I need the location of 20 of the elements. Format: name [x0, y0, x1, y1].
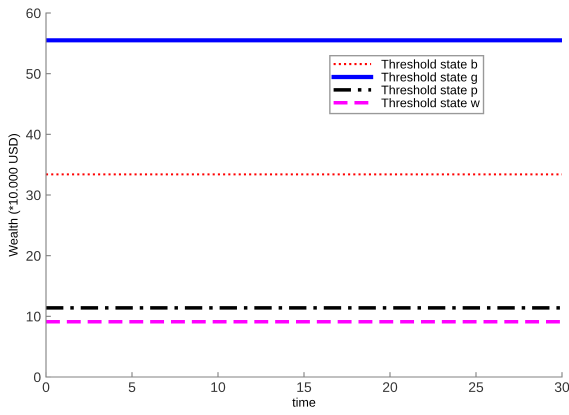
legend-label: Threshold state g — [381, 72, 477, 84]
x-axis-title: time — [292, 398, 316, 407]
y-tick-label: 30 — [26, 190, 41, 200]
legend-label: Threshold state p — [381, 85, 478, 97]
x-tick-label: 15 — [297, 382, 312, 392]
legend-label: Threshold state b — [381, 59, 478, 69]
y-tick-label: 0 — [34, 372, 41, 382]
x-tick-label: 30 — [554, 382, 569, 392]
legend-label: Threshold state w — [381, 98, 480, 108]
x-tick-label: 10 — [211, 382, 226, 392]
y-tick-label: 50 — [26, 69, 41, 79]
y-axis-title: Wealth (*10.000 USD) — [8, 134, 20, 257]
x-tick-label: 20 — [382, 382, 398, 392]
y-tick-label: 20 — [26, 251, 41, 261]
y-tick-label: 60 — [26, 8, 41, 18]
x-tick-label: 25 — [468, 382, 484, 392]
x-tick-label: 5 — [128, 382, 136, 392]
y-tick-label: 40 — [26, 130, 41, 140]
y-tick-label: 10 — [26, 312, 41, 322]
x-tick-label: 0 — [42, 382, 50, 392]
